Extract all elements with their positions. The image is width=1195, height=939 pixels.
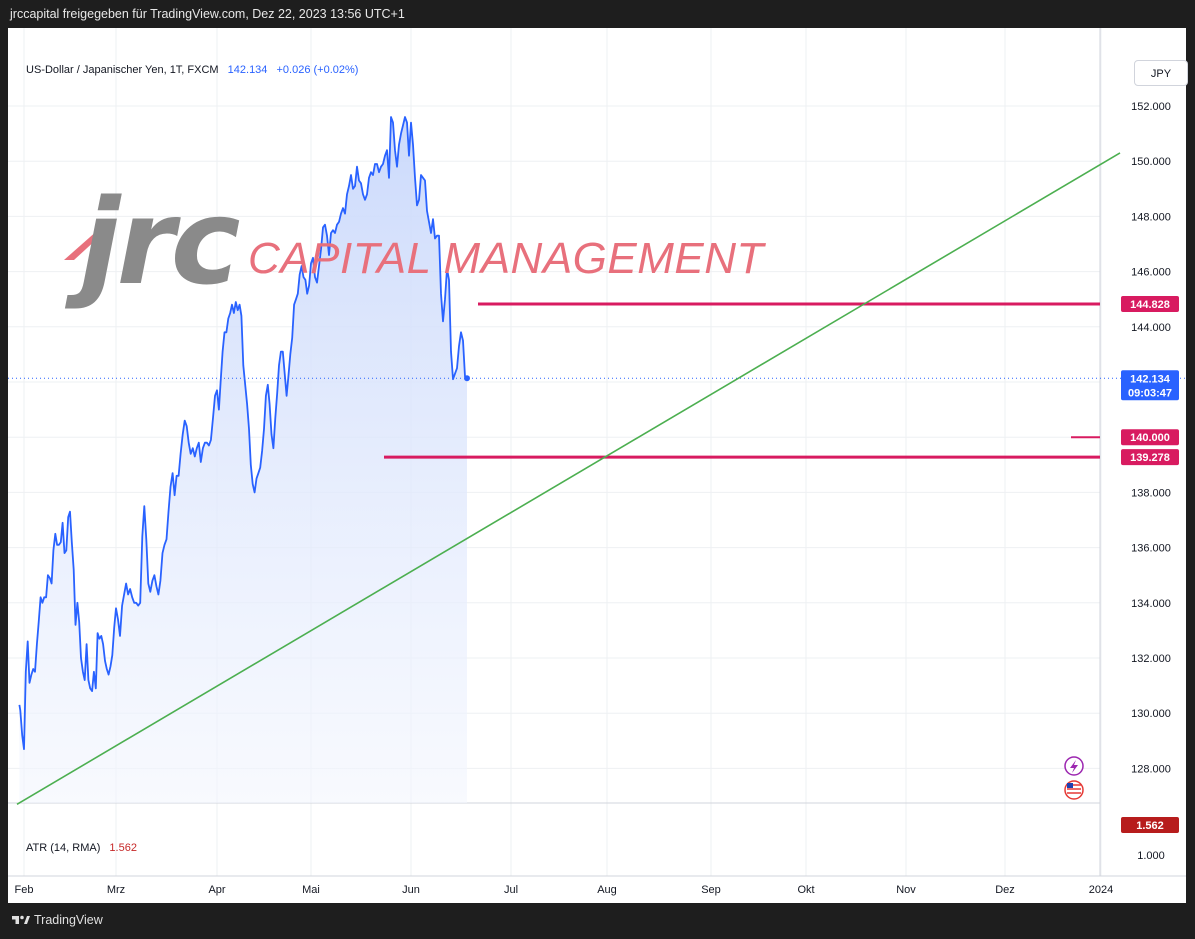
- symbol-title: US-Dollar / Japanischer Yen, 1T, FXCM: [26, 64, 219, 76]
- atr-axis-label: 1.000: [1137, 850, 1165, 862]
- time-axis-label: Sep: [701, 884, 721, 896]
- price-axis-label: 146.000: [1131, 267, 1171, 279]
- atr-value: 1.562: [109, 842, 137, 854]
- time-axis-label: Nov: [896, 884, 916, 896]
- price-axis-label: 144.000: [1131, 322, 1171, 334]
- atr-tag-bg: [1121, 817, 1179, 833]
- time-axis-label: Dez: [995, 884, 1015, 896]
- flag-canton: [1067, 783, 1073, 788]
- support-tag-text: 139.278: [1130, 452, 1170, 464]
- last-price-tag-text: 09:03:47: [1128, 387, 1172, 399]
- footer: TradingView: [0, 903, 1195, 939]
- support-tag-bg: [1121, 449, 1179, 466]
- price-line: [18, 116, 470, 750]
- time-axis-label: Aug: [597, 884, 617, 896]
- watermark-logo: jrc: [80, 173, 241, 311]
- price-axis-label: 150.000: [1131, 156, 1171, 168]
- resistance-tag-bg: [1121, 295, 1179, 312]
- trendline-segment: [16, 152, 1121, 805]
- price-axis-label: 148.000: [1131, 211, 1171, 223]
- price-axis-label: 132.000: [1131, 653, 1171, 665]
- time-axis-label: Okt: [797, 884, 814, 896]
- level-140-tag-text: 140.000: [1130, 432, 1170, 444]
- atr-tag-text: 1.562: [1136, 820, 1164, 832]
- horizontal-levels: [8, 302, 1186, 459]
- last-price-tag-bg: [1121, 370, 1179, 401]
- time-axis-label: Jul: [504, 884, 518, 896]
- price-change: +0.026 (+0.02%): [276, 64, 359, 76]
- last-price: 142.134: [227, 64, 268, 76]
- time-axis[interactable]: Feb Mrz Apr Mai Jun Jul Aug Sep Okt Nov Dez 2024: [15, 884, 1114, 896]
- time-axis-label: Jun: [402, 884, 420, 896]
- price-axis[interactable]: 128.000 130.000 132.000 134.000 136.000 138.0…: [1131, 101, 1171, 862]
- currency-button[interactable]: JPY: [1134, 60, 1188, 86]
- atr-label: ATR (14, RMA): [26, 842, 101, 854]
- price-axis-label: 152.000: [1131, 101, 1171, 113]
- share-header: jrccapital freigegeben für TradingView.c…: [0, 0, 1195, 28]
- time-axis-label: Feb: [15, 884, 34, 896]
- area-fill: [19, 117, 468, 803]
- price-axis-label: 136.000: [1131, 543, 1171, 555]
- price-axis-label: 134.000: [1131, 598, 1171, 610]
- jrc-logo-mark-icon: [60, 228, 100, 267]
- atr-legend[interactable]: ATR (14, RMA) 1.562: [26, 842, 137, 854]
- price-chart[interactable]: 128.000 130.000 132.000 134.000 136.000 138.0…: [8, 28, 1186, 903]
- resistance-tag-text: 144.828: [1130, 299, 1170, 311]
- time-axis-label: Mai: [302, 884, 320, 896]
- price-series-line: [18, 116, 468, 750]
- price-area: [19, 117, 468, 803]
- price-axis-label: 130.000: [1131, 708, 1171, 720]
- tradingview-logo[interactable]: TradingView: [12, 913, 103, 927]
- symbol-legend[interactable]: US-Dollar / Japanischer Yen, 1T, FXCM 14…: [26, 64, 358, 76]
- chart-frame[interactable]: 128.000 130.000 132.000 134.000 136.000 138.0…: [8, 28, 1188, 903]
- watermark-tagline: CAPITAL MANAGEMENT: [248, 234, 764, 283]
- last-price-dot: [464, 375, 470, 382]
- lightning-glyph: [1070, 760, 1078, 773]
- time-axis-label: Apr: [208, 884, 225, 896]
- price-tags: 144.828 142.134 09:03:47 140.000 139.278 1.56…: [1121, 295, 1179, 833]
- last-price-tag-text: 142.134: [1130, 373, 1171, 385]
- time-axis-label: Mrz: [107, 884, 125, 896]
- level-140-tag-bg: [1121, 429, 1179, 446]
- event-icons[interactable]: [1064, 756, 1084, 800]
- price-axis-label: 138.000: [1131, 487, 1171, 499]
- tradingview-logo-icon: [12, 915, 30, 924]
- price-axis-label: 128.000: [1131, 763, 1171, 775]
- share-header-text: jrccapital freigegeben für TradingView.c…: [10, 7, 405, 21]
- time-axis-label: 2024: [1089, 884, 1113, 896]
- tradingview-brand: TradingView: [34, 913, 103, 927]
- trendline: [16, 152, 1121, 805]
